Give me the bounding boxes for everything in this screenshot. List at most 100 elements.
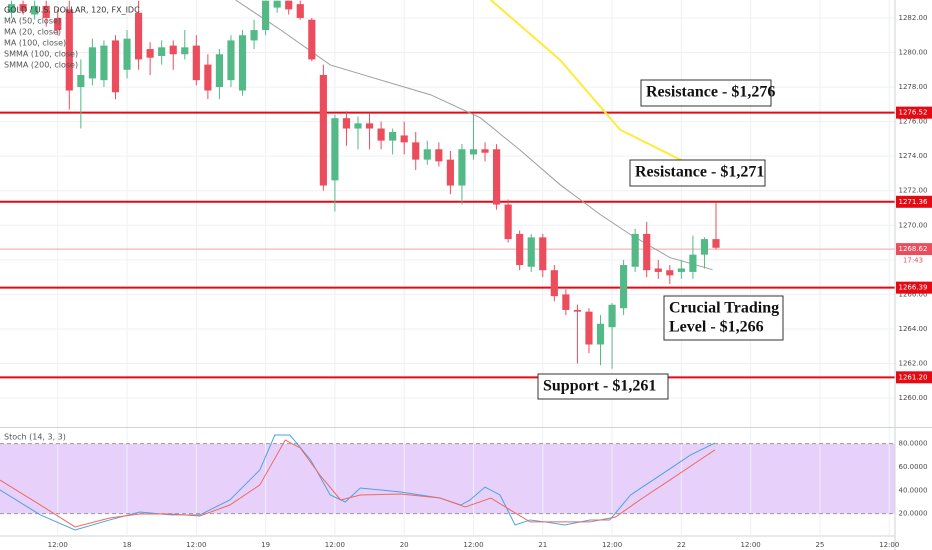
legend-entry: MA (100, close): [4, 39, 66, 48]
candle-body: [204, 64, 212, 91]
annotation-box: [537, 373, 669, 400]
candle-body: [585, 311, 593, 345]
candle-body: [700, 239, 709, 255]
candle-body: [608, 304, 616, 328]
candle-body: [273, 0, 281, 8]
candle-body: [643, 233, 651, 271]
candle-body: [365, 123, 374, 129]
legend-entry: SMMA (200, close): [4, 61, 78, 70]
candle-body: [88, 47, 96, 79]
annotation-box: [663, 295, 784, 341]
stoch-tick-label: 40.0000: [899, 486, 928, 494]
candle-body: [377, 128, 385, 141]
candle-body: [493, 149, 501, 205]
time-axis-bg: [0, 536, 895, 550]
x-tick-label: 21: [538, 541, 547, 549]
level-label: 1261.20: [899, 373, 928, 381]
stoch-tick-label: 80.0000: [899, 440, 928, 448]
legend-entry: MA (20, close): [4, 28, 61, 37]
level-label-box: [896, 106, 932, 119]
candle-body: [250, 30, 258, 41]
candle-body: [504, 204, 512, 240]
level-label-box: [896, 371, 932, 384]
y-tick-label: 1260.00: [899, 394, 928, 402]
level-label-box: [896, 195, 932, 208]
candle-body: [481, 149, 489, 153]
x-tick-label: 12:00: [463, 541, 483, 549]
indicator-line: [490, 0, 692, 166]
y-tick-label: 1280.00: [899, 49, 928, 57]
level-label: 1271.36: [899, 198, 928, 206]
annotation-text: Crucial Trading: [669, 300, 779, 317]
candle-body: [181, 47, 189, 55]
x-tick-label: 20: [400, 541, 409, 549]
candle-body: [65, 9, 73, 91]
candle-body: [573, 309, 581, 312]
candle-body: [412, 142, 420, 160]
candle-body: [296, 4, 304, 18]
annotation: Crucial Trading Level - $1,266: [663, 295, 784, 341]
candle-body: [654, 268, 662, 272]
countdown-box: [896, 255, 932, 267]
annotation: Resistance - $1,271: [629, 159, 766, 187]
candle-body: [19, 4, 27, 12]
candle-body: [596, 323, 605, 345]
annotation-text: Resistance - $1,271: [635, 164, 764, 181]
candle-body: [31, 5, 39, 15]
y-tick-label: 1270.00: [899, 221, 928, 229]
stoch-label: Stoch (14, 3, 3): [4, 433, 66, 442]
stoch-panel: [0, 434, 716, 531]
candle-body: [469, 149, 478, 155]
candle-body: [423, 149, 431, 160]
candle-body: [7, 4, 16, 13]
candle-body: [516, 233, 524, 266]
y-tick-label: 1264.00: [899, 325, 928, 333]
candle-body: [342, 118, 351, 129]
candle-body: [54, 17, 62, 31]
x-tick-label: 12:00: [48, 541, 68, 549]
annotation-text: Support - $1,261: [543, 378, 656, 395]
candle-body: [539, 237, 547, 271]
candle-body: [169, 45, 177, 55]
candle-body: [100, 45, 108, 81]
last-price-label: 1268.62: [899, 245, 928, 253]
annotation-text: Level - $1,266: [669, 319, 764, 336]
candle-body: [550, 270, 558, 297]
candle-body: [666, 270, 674, 276]
y-tick-label: 1282.00: [899, 14, 928, 22]
price-panel: [0, 0, 895, 379]
stoch-band: [0, 443, 895, 514]
candle-body: [446, 159, 454, 186]
candle-body: [146, 49, 154, 58]
x-tick-label: 22: [677, 541, 686, 549]
candle-body: [400, 135, 408, 143]
candle-body: [620, 265, 628, 309]
candle-body: [111, 40, 120, 93]
candle-body: [689, 254, 697, 272]
candle-body: [308, 19, 316, 60]
candle-body: [215, 54, 223, 88]
candle-body: [123, 38, 131, 70]
stoch-tick-label: 60.0000: [899, 463, 928, 471]
candle-body: [77, 74, 85, 88]
level-label: 1276.52: [899, 109, 928, 117]
candle-body: [389, 131, 397, 141]
candle-body: [262, 0, 270, 31]
countdown: 17:43: [903, 257, 923, 265]
x-tick-label: 12:00: [602, 541, 622, 549]
candle-body: [435, 149, 443, 162]
candle-body: [285, 0, 293, 10]
annotation-box: [640, 79, 772, 107]
candle-body: [354, 123, 362, 129]
candle-body: [458, 149, 466, 186]
candle-body: [712, 239, 720, 248]
candle-body: [238, 35, 247, 91]
legend-entry: SMMA (100, close): [4, 50, 78, 59]
x-tick-label: 12:00: [741, 541, 761, 549]
candle-body: [677, 268, 685, 272]
candle-body: [331, 118, 339, 181]
x-tick-label: 19: [261, 541, 270, 549]
candle-body: [42, 5, 50, 18]
x-tick-label: 25: [815, 541, 824, 549]
